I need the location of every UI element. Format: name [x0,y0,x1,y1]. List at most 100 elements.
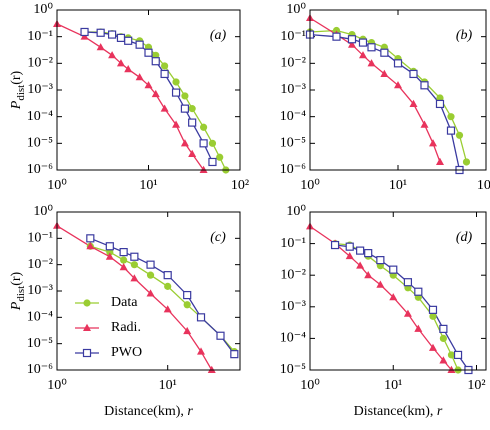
data-point [380,48,389,57]
data-point [144,81,153,89]
data-point [124,36,133,45]
y-tick-label: 10⁻² [280,267,306,282]
y-tick-label: 10⁻² [27,257,53,272]
data-point [188,105,196,113]
data-point [160,104,169,112]
data-point [116,59,125,67]
data-point [130,261,138,269]
panel: 10⁰ 10¹ 10² 10⁰ 10⁻¹ 10⁻² 10⁻³ 10⁻⁴ 10⁻⁵ (d) Dista… [280,204,487,419]
data-point [160,69,169,79]
data-point [429,139,438,147]
data-point [151,57,160,66]
data-point [414,324,423,332]
data-point [96,43,105,51]
y-tick-label: 10⁻⁶ [27,362,53,377]
y-tick-label: 10⁻⁴ [27,310,53,325]
legend-label: Radi. [111,320,141,335]
x-tick-label: 10¹ [389,178,407,193]
data-point [180,104,190,113]
y-axis-label: Pdist(r) [9,70,26,110]
legend-label: Data [111,295,138,310]
data-point [439,324,448,333]
data-point [197,347,206,355]
data-point [199,165,208,173]
y-label-rest: (r) [9,70,24,84]
x-tick-label: 10² [231,178,249,193]
x-label-main: Distance(km), [354,404,437,419]
data-point [199,123,208,131]
data-point [428,305,438,314]
data-point [135,73,144,81]
data-point [230,350,239,359]
data-point [120,256,128,264]
data-point [462,158,471,166]
y-tick-label: 10⁻³ [27,82,53,97]
data-point [393,59,403,68]
data-point [356,246,365,255]
data-point [207,365,216,373]
series-line [309,17,441,163]
data-point [124,65,133,73]
data-point [86,234,95,243]
panel-label: (d) [456,230,473,245]
data-point [105,242,114,251]
data-point [345,242,354,251]
x-tick-label: 10⁰ [300,378,320,393]
data-point [428,343,437,351]
data-point [183,290,192,300]
data-point [163,271,172,280]
x-label-main: Distance(km), [104,404,187,419]
x-axis-label: Distance(km), r [354,404,443,419]
data-point [86,242,95,250]
y-tick-label: 10⁻⁵ [280,362,306,377]
series-line [90,237,235,355]
x-label-var: r [187,404,193,419]
y-tick-label: 10⁰ [33,204,53,219]
data-point [347,40,356,48]
legend-marker [83,299,91,307]
y-tick-label: 10⁻² [27,56,53,71]
data-point [414,287,423,296]
data-point [151,89,160,98]
data-point [447,365,456,373]
data-point [439,334,447,342]
panel-label: (b) [456,28,473,43]
data-point [447,351,456,359]
y-tick-label: 10⁻⁴ [280,331,306,346]
data-point [453,350,463,360]
data-point [96,28,105,37]
y-tick-label: 10⁻³ [280,299,306,314]
y-tick-label: 10⁻⁶ [280,162,306,177]
data-point [439,356,448,364]
data-point [216,153,224,161]
plot-frame [56,9,241,171]
data-point [130,274,139,282]
x-tick-label: 10¹ [139,178,157,193]
panel-label: (a) [210,28,227,43]
y-tick-label: 10⁻³ [280,82,306,97]
data-point [358,38,368,47]
y-label-main: P [9,301,24,311]
data-point [330,240,340,250]
data-point [376,256,385,265]
x-tick-label: 10⁰ [47,378,67,393]
data-point [80,27,89,37]
data-point [358,51,367,59]
data-point [216,331,225,340]
x-tick-label: 10² [477,178,490,193]
data-point [119,263,128,271]
y-tick-label: 10⁻⁵ [27,336,53,351]
data-point [435,99,445,109]
y-tick-label: 10⁰ [286,2,306,17]
data-point [146,271,155,279]
y-tick-label: 10⁻¹ [27,29,53,44]
data-point [183,326,192,335]
panel-label: (c) [210,230,226,245]
data-point [183,301,191,309]
data-point [376,280,385,288]
panel: 10⁰ 10¹ 10⁰ 10⁻¹ 10⁻² 10⁻³ 10⁻⁴ 10⁻⁵ 10⁻⁶ (c) Pdis… [9,204,241,419]
data-point [394,81,402,89]
data-point [403,278,413,287]
data-point [403,309,412,317]
data-point [172,120,181,128]
